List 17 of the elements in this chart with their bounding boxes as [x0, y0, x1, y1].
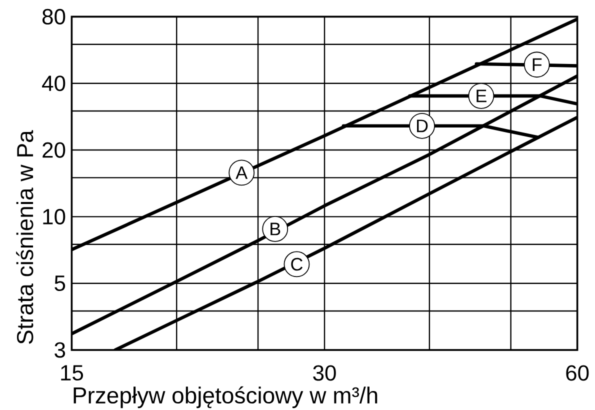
annotation: B — [270, 222, 280, 236]
annotation: F — [532, 58, 542, 71]
y-tick-label: 80 — [42, 8, 66, 24]
annotation: D — [417, 120, 428, 132]
x-tick-label: 30 — [313, 365, 336, 381]
y-tick-label: 20 — [42, 142, 66, 158]
x-tick-label: 15 — [61, 365, 84, 381]
annotation: C — [291, 258, 303, 271]
y-tick-label: 5 — [54, 276, 66, 292]
y-axis-title: Strata ciśnienia w Pa — [16, 130, 34, 344]
x-tick-label: 60 — [566, 365, 589, 381]
y-tick-label: 40 — [42, 76, 66, 92]
y-tick-label: 3 — [54, 342, 66, 358]
annotation: E — [476, 90, 486, 102]
annotation: A — [236, 166, 248, 179]
x-axis-title: Przepływ objętościowy w m³/h — [74, 386, 378, 408]
y-tick-label: 10 — [43, 208, 66, 224]
